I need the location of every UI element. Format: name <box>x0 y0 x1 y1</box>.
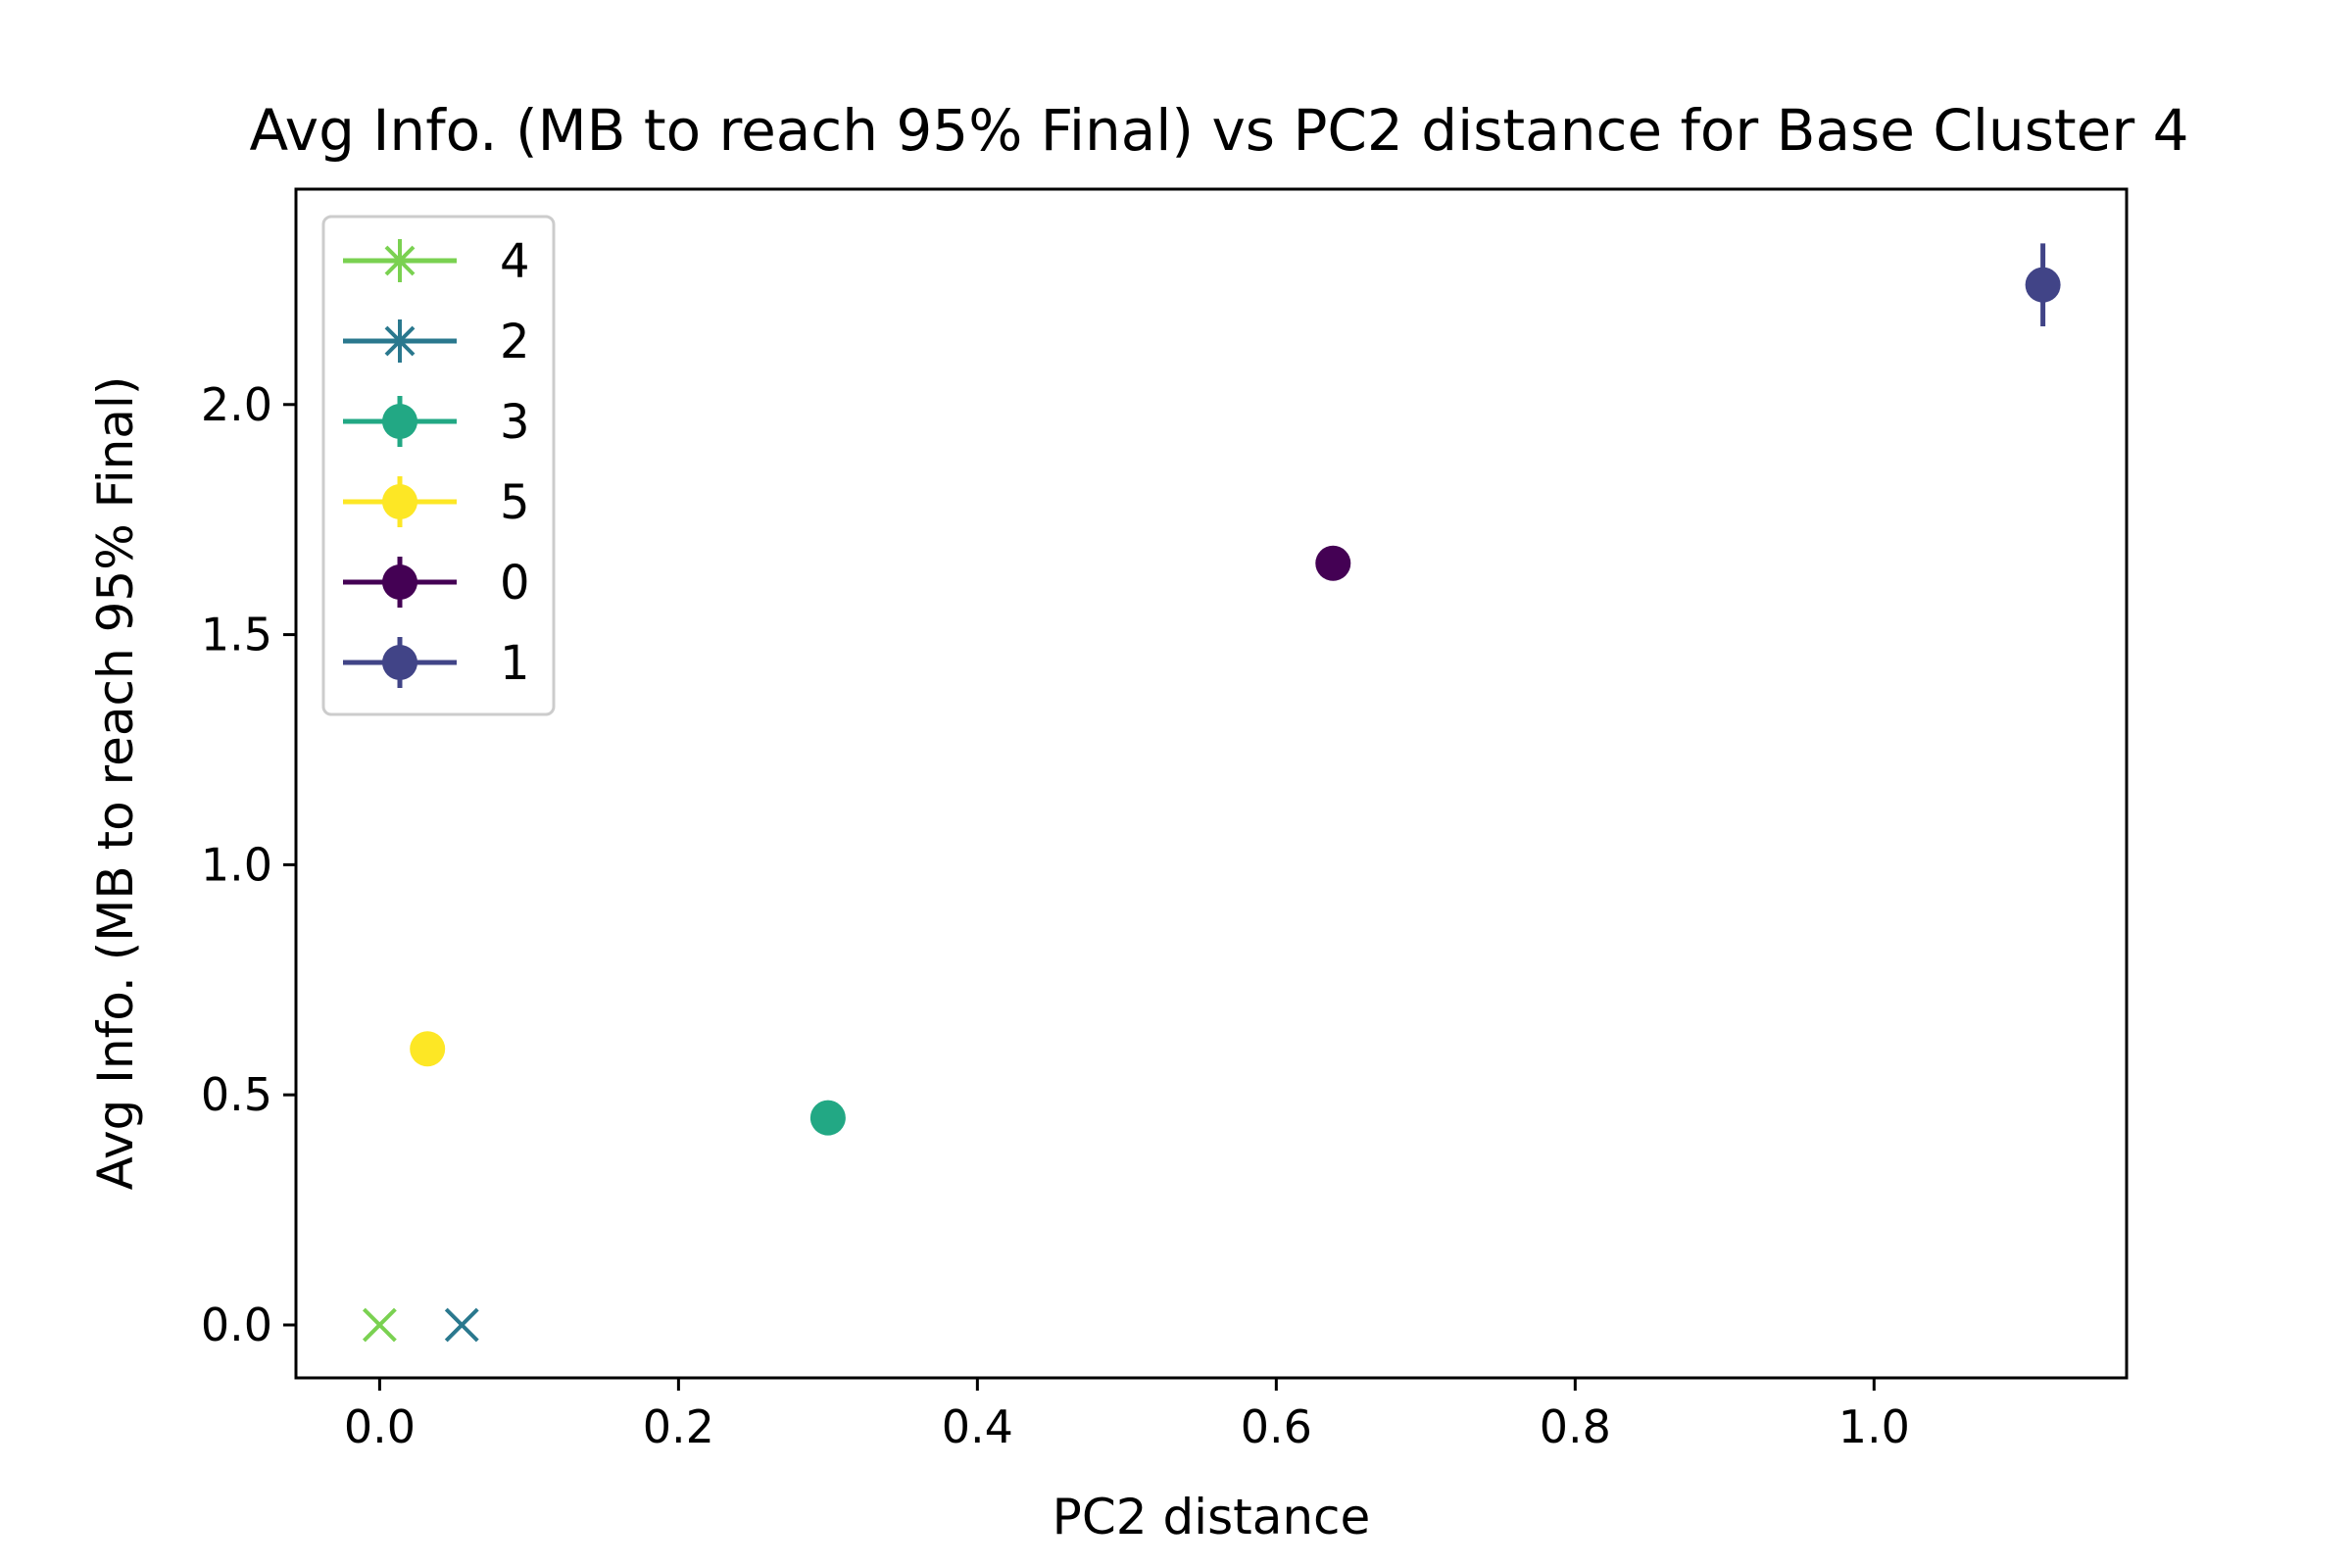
data-point-3 <box>809 1100 846 1136</box>
data-point-5 <box>410 1031 446 1067</box>
y-axis-label: Avg Info. (MB to reach 95% Final) <box>87 376 144 1191</box>
y-tick-label: 1.5 <box>201 609 272 662</box>
data-point-2 <box>444 1307 479 1343</box>
legend-item-0: 0 <box>343 556 530 611</box>
legend-item-2: 2 <box>343 315 530 369</box>
legend-label: 0 <box>500 556 530 611</box>
legend-items: 4 2 3 5 0 1 <box>343 234 530 691</box>
legend-label: 2 <box>500 315 530 369</box>
y-tick-label: 0.0 <box>201 1298 272 1351</box>
x-tick-label: 1.0 <box>1838 1400 1910 1453</box>
data-points <box>362 243 2061 1343</box>
x-tick-label: 0.6 <box>1241 1400 1312 1453</box>
data-point-4 <box>362 1307 397 1343</box>
y-tick-label: 1.0 <box>201 838 272 891</box>
legend-item-5: 5 <box>343 475 530 530</box>
data-point-1 <box>2025 243 2061 326</box>
y-tick-label: 2.0 <box>201 378 272 431</box>
legend-item-4: 4 <box>343 234 530 289</box>
legend-item-1: 1 <box>343 636 530 691</box>
x-tick-label: 0.0 <box>344 1400 416 1453</box>
legend: 4 2 3 5 0 1 <box>321 215 556 716</box>
x-axis-ticks: 0.0 0.2 0.4 0.6 0.8 1.0 <box>344 1378 1910 1453</box>
data-point-0 <box>1315 545 1351 581</box>
plot-frame <box>294 187 2129 1380</box>
chart-title: Avg Info. (MB to reach 95% Final) vs PC2… <box>249 97 2188 164</box>
x-tick-label: 0.2 <box>643 1400 714 1453</box>
legend-label: 3 <box>500 395 530 450</box>
legend-label: 4 <box>500 234 530 289</box>
y-tick-label: 0.5 <box>201 1068 272 1121</box>
legend-label: 5 <box>500 475 530 530</box>
y-axis-ticks: 0.0 0.5 1.0 1.5 2.0 <box>201 378 296 1351</box>
x-tick-label: 0.4 <box>942 1400 1013 1453</box>
legend-item-3: 3 <box>343 395 530 450</box>
x-tick-label: 0.8 <box>1540 1400 1611 1453</box>
legend-label: 1 <box>500 636 530 691</box>
x-axis-label: PC2 distance <box>1053 1489 1371 1545</box>
